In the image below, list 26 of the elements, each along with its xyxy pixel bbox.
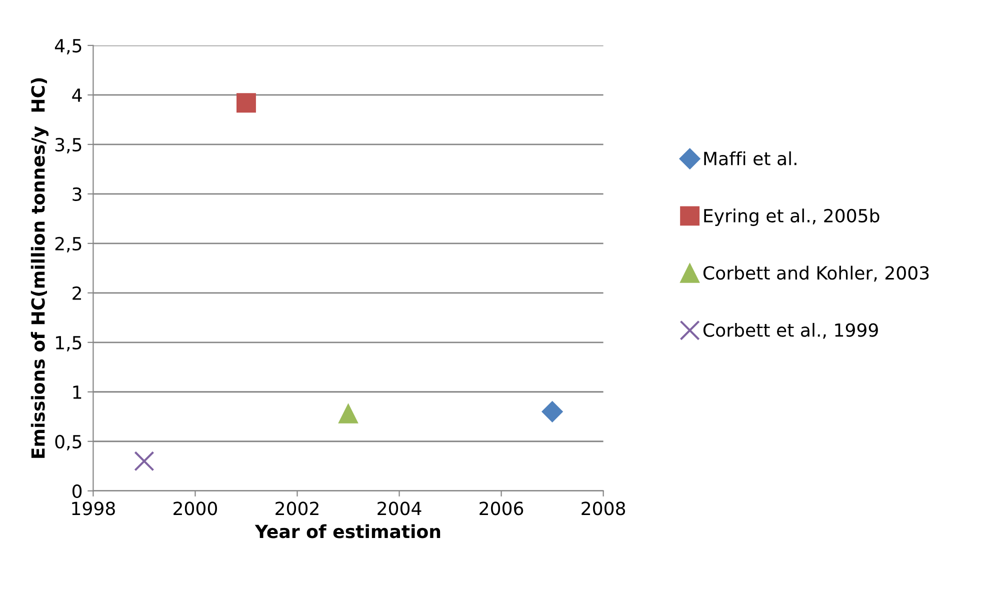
y-tick-label: 2 — [72, 286, 81, 300]
y-axis-title: Emissions of HC(million tonnes/y HC) — [30, 78, 49, 458]
x-tick-label: 2002 — [276, 502, 318, 516]
legend-label: Maffi et al. — [704, 151, 796, 166]
x-axis-title: Year of estimation — [254, 524, 440, 538]
x-tick-label: 1998 — [72, 502, 115, 516]
legend-label: Eyring et al., 2005b — [704, 208, 880, 226]
point — [542, 401, 563, 422]
x-tick-label: 2004 — [378, 502, 422, 516]
y-tick-label: 4,5 — [54, 39, 82, 54]
y-tick-label: 3 — [72, 187, 82, 202]
legend-label: Corbett et al., 1999 — [703, 322, 878, 339]
point — [338, 404, 358, 424]
x-tick-label: 2000 — [174, 502, 217, 516]
point — [236, 93, 256, 113]
legend-label: Corbett and Kohler, 2003 — [703, 266, 929, 282]
y-tick-label: 1,5 — [56, 336, 82, 352]
x-tick-label: 2006 — [480, 502, 524, 516]
y-tick-label: 3,5 — [55, 138, 82, 154]
y-tick-label: 0 — [72, 484, 82, 498]
y-tick-label: 4 — [72, 88, 82, 102]
y-tick-label: 2,5 — [55, 236, 82, 252]
point — [134, 451, 154, 472]
x-tick-label: 2008 — [582, 502, 626, 516]
y-tick-label: 0,5 — [55, 434, 82, 450]
y-tick-label: 1 — [73, 386, 82, 399]
